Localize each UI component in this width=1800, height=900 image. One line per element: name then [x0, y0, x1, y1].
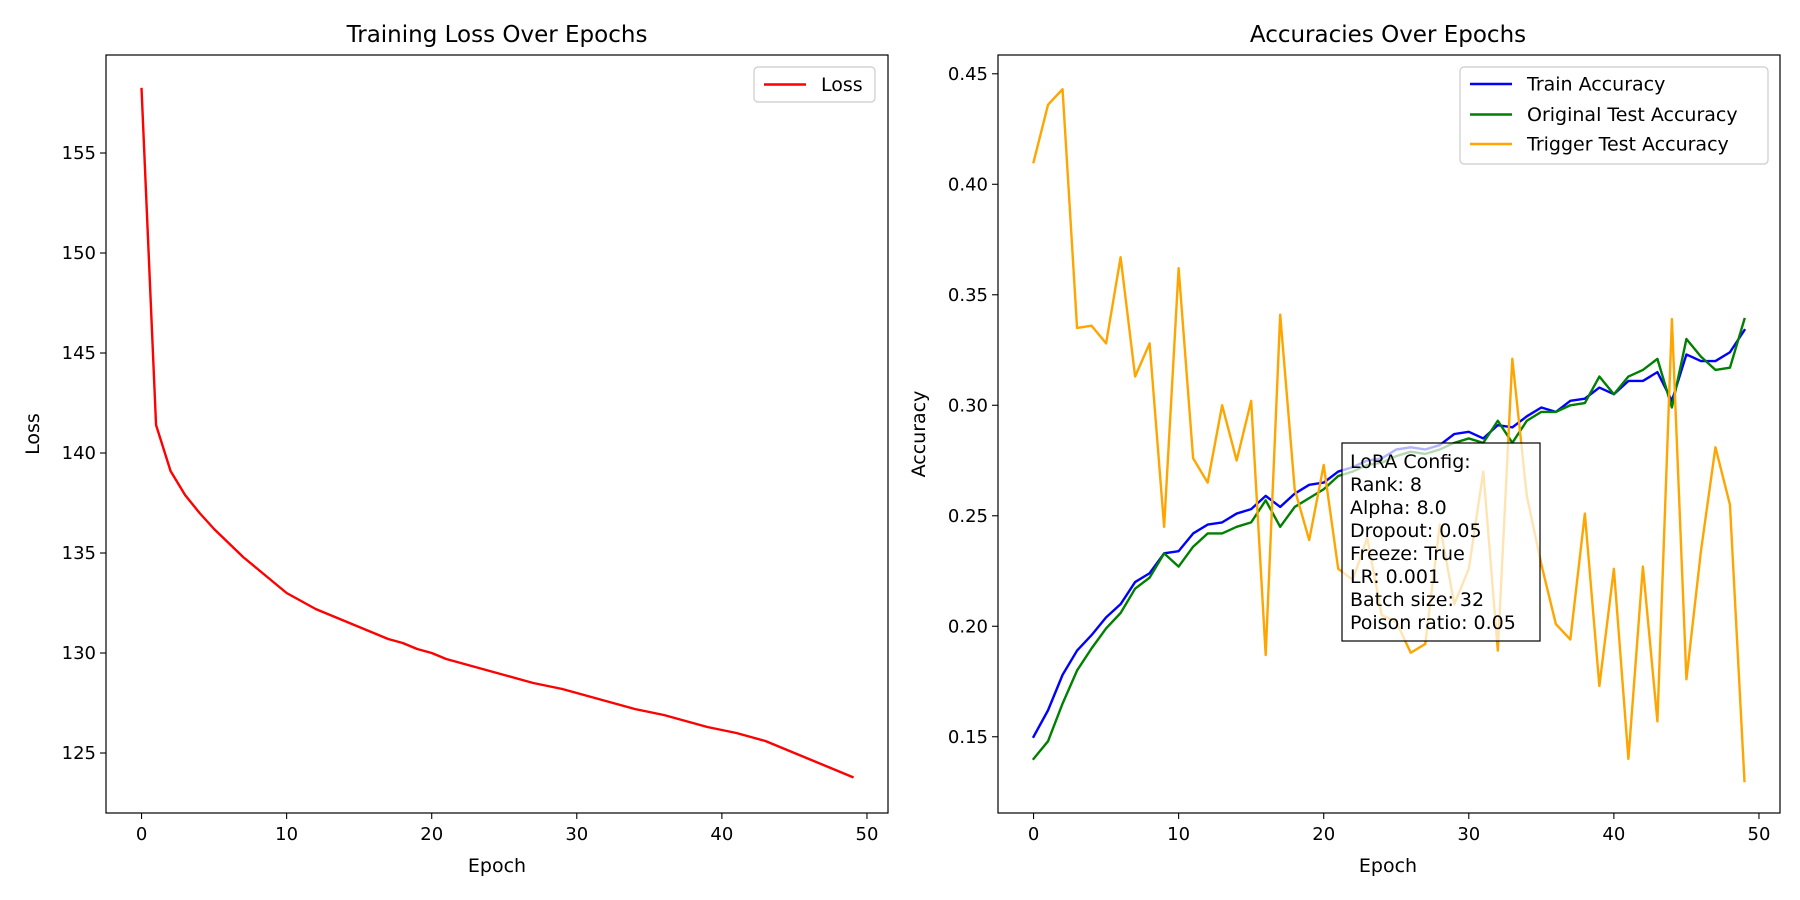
accuracy-plot-frame: [997, 54, 1781, 814]
lora-config-freeze: Freeze: True: [1350, 543, 1465, 565]
accuracy-chart-title: Accuracies Over Epochs: [1250, 22, 1526, 48]
lora-config-batch-size: Batch size: 32: [1350, 589, 1484, 611]
loss-y-tick-label-135: 135: [62, 543, 96, 564]
loss-y-tick-label-140: 140: [62, 443, 96, 464]
accuracy-x-tick-label-20: 20: [1312, 824, 1335, 845]
accuracy-y-tick-label-0-15: 0.15: [948, 727, 988, 748]
accuracy-legend-box: [1459, 66, 1769, 165]
lora-config-title: LoRA Config:: [1350, 451, 1471, 473]
accuracy-y-axis-label: Accuracy: [908, 391, 930, 478]
legend-label-original-test-accuracy: Original Test Accuracy: [1527, 104, 1738, 126]
loss-legend: Loss: [753, 66, 876, 103]
accuracy-y-tick-label-0-40: 0.40: [948, 174, 988, 195]
lora-config-annotation: LoRA Config: Rank: 8 Alpha: 8.0 Dropout:…: [1341, 442, 1541, 642]
loss-y-tick-label-130: 130: [62, 643, 96, 664]
lora-config-rank: Rank: 8: [1350, 474, 1422, 496]
accuracy-x-tick-label-30: 30: [1457, 824, 1480, 845]
loss-ticks: 0 10 20 30 40 50 125 130 135 140 145 150 155: [62, 143, 879, 845]
loss-x-tick-label-0: 0: [136, 824, 147, 845]
series-line-loss: [140, 87, 855, 779]
accuracy-legend: Train Accuracy Original Test Accuracy Tr…: [1459, 66, 1769, 165]
accuracy-y-tick-label-0-30: 0.30: [948, 395, 988, 416]
loss-x-tick-label-40: 40: [710, 824, 733, 845]
loss-series-group: [140, 87, 855, 779]
loss-x-tick-label-10: 10: [275, 824, 298, 845]
loss-y-axis-label: Loss: [22, 413, 44, 455]
accuracy-y-tick-label-0-25: 0.25: [948, 506, 988, 527]
legend-label-trigger-test-accuracy: Trigger Test Accuracy: [1526, 134, 1729, 156]
loss-legend-label: Loss: [821, 74, 863, 96]
lora-config-alpha: Alpha: 8.0: [1350, 497, 1447, 519]
loss-x-axis-label: Epoch: [468, 855, 526, 877]
loss-chart-title: Training Loss Over Epochs: [346, 22, 648, 48]
lora-config-lr: LR: 0.001: [1350, 566, 1440, 588]
loss-y-tick-label-155: 155: [62, 143, 96, 164]
accuracy-x-tick-label-40: 40: [1602, 824, 1625, 845]
accuracy-x-tick-label-0: 0: [1028, 824, 1039, 845]
accuracy-x-tick-label-10: 10: [1167, 824, 1190, 845]
accuracy-ticks: 0 10 20 30 40 50 0.15 0.20 0.25 0.30 0.35 0.40 0.45: [948, 64, 1770, 845]
lora-config-dropout: Dropout: 0.05: [1350, 520, 1482, 542]
lora-config-poison-ratio: Poison ratio: 0.05: [1350, 612, 1516, 634]
accuracy-y-tick-label-0-20: 0.20: [948, 616, 988, 637]
loss-y-tick-label-150: 150: [62, 243, 96, 264]
lora-config-box: [1341, 442, 1541, 642]
loss-plot-frame: [105, 54, 889, 814]
loss-x-tick-label-20: 20: [420, 824, 443, 845]
loss-y-tick-label-125: 125: [62, 743, 96, 764]
accuracy-panel: Accuracies Over Epochs 0 10 20 30 40 50 0.15 0.…: [908, 22, 1781, 877]
loss-y-tick-label-145: 145: [62, 343, 96, 364]
legend-label-train-accuracy: Train Accuracy: [1526, 74, 1665, 96]
loss-x-tick-label-50: 50: [856, 824, 879, 845]
accuracy-x-axis-label: Epoch: [1359, 855, 1417, 877]
loss-legend-box: [753, 66, 876, 103]
loss-x-tick-label-30: 30: [565, 824, 588, 845]
accuracy-y-tick-label-0-35: 0.35: [948, 285, 988, 306]
accuracy-y-tick-label-0-45: 0.45: [948, 64, 988, 85]
accuracy-x-tick-label-50: 50: [1748, 824, 1771, 845]
loss-panel: Training Loss Over Epochs 0 10 20 30 40 50 125…: [22, 22, 889, 877]
